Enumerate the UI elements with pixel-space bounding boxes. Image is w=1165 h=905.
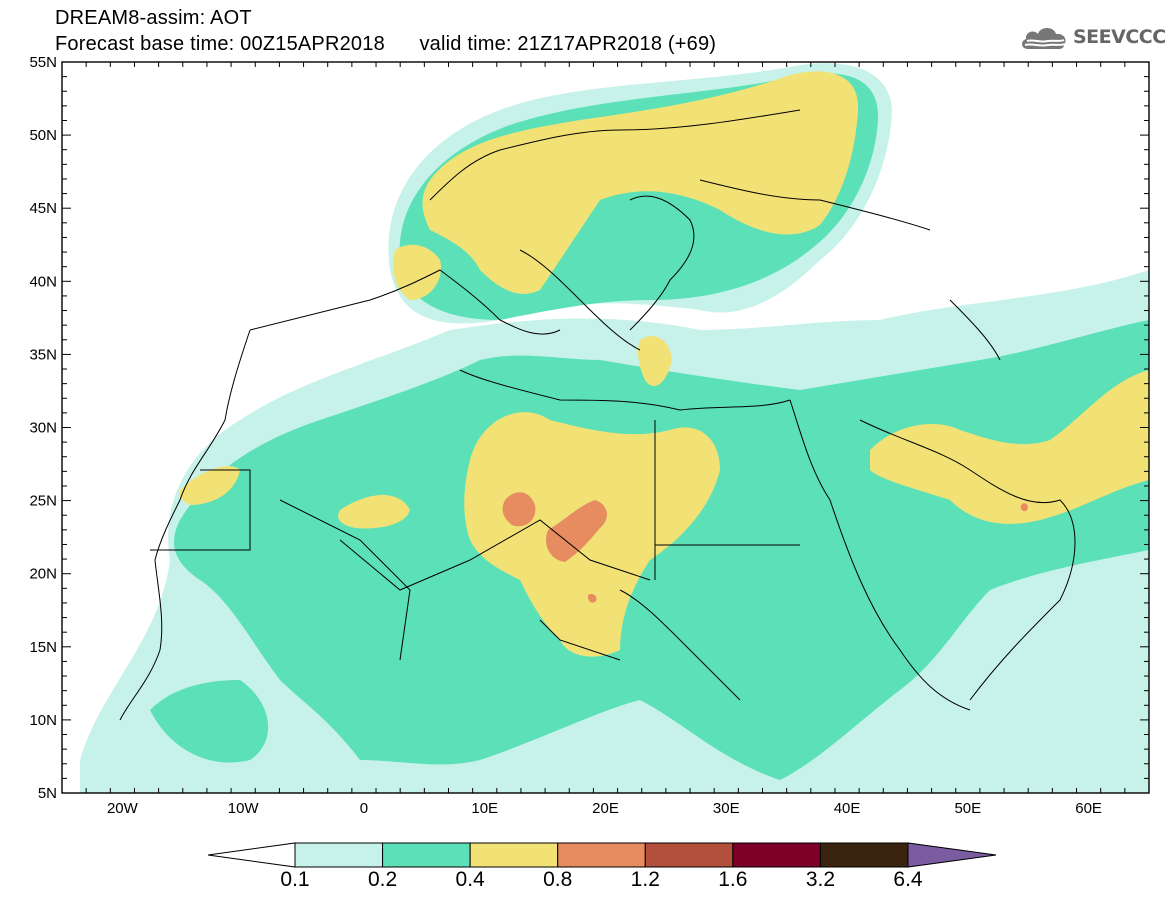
lon-label: 50E [954, 800, 981, 817]
latitude-labels: 55N 50N 45N 40N 35N 30N 25N 20N 15N 10N 5N [29, 54, 57, 802]
logo-text: SEEVCCC [1073, 26, 1165, 48]
longitude-labels: 20W 10W 0 10E 20E 30E 40E 50E 60E [107, 800, 1102, 817]
lat-label: 50N [29, 127, 57, 144]
colorbar-label: 0.2 [367, 868, 398, 891]
colorbar-label: 0.1 [280, 868, 310, 891]
lat-label: 30N [29, 420, 57, 437]
lat-label: 20N [29, 566, 57, 583]
colorbar-over-arrow [907, 842, 997, 868]
lon-label: 30E [713, 800, 740, 817]
aot-field [62, 62, 1149, 793]
colorbar-swatch [557, 842, 646, 868]
colorbar-label: 1.2 [630, 868, 660, 891]
forecast-times: Forecast base time: 00Z15APR2018 valid t… [55, 33, 717, 55]
colorbar-label: 0.4 [455, 868, 485, 891]
lat-label: 5N [38, 785, 57, 802]
lat-label: 25N [29, 493, 57, 510]
colorbar-swatch [819, 842, 909, 868]
colorbar-swatch [294, 842, 384, 868]
lat-label: 10N [29, 712, 57, 729]
colorbar-label: 1.6 [718, 868, 748, 891]
colorbar [207, 842, 997, 868]
coastlines [119, 109, 1076, 721]
map-ticks [61, 61, 1150, 794]
seevccc-logo: SEEVCCC [1018, 22, 1165, 52]
lon-label: 10W [228, 800, 260, 817]
lat-label: 15N [29, 639, 57, 656]
lat-label: 45N [29, 200, 57, 217]
lon-label: 10E [471, 800, 498, 817]
colorbar-swatch [382, 842, 471, 868]
colorbar-swatch [469, 842, 559, 868]
lon-label: 60E [1075, 800, 1102, 817]
cloud-icon [1022, 28, 1066, 49]
lat-label: 40N [29, 273, 57, 290]
colorbar-swatch [732, 842, 821, 868]
colorbar-under-arrow [207, 842, 296, 868]
lat-label: 55N [29, 54, 57, 71]
colorbar-swatch [644, 842, 734, 868]
lon-label: 0 [360, 800, 368, 817]
colorbar-label: 0.8 [543, 868, 573, 891]
aot-level-0.8 [502, 492, 1028, 603]
colorbar-label: 3.2 [805, 868, 836, 891]
lat-label: 35N [29, 346, 57, 363]
map-frame [61, 61, 1150, 794]
lon-label: 40E [834, 800, 861, 817]
aot-level-0.4 [179, 71, 1149, 657]
model-title: DREAM8-assim: AOT [55, 7, 252, 29]
lon-label: 20W [107, 800, 139, 817]
colorbar-label: 6.4 [893, 868, 923, 891]
lon-label: 20E [592, 800, 619, 817]
